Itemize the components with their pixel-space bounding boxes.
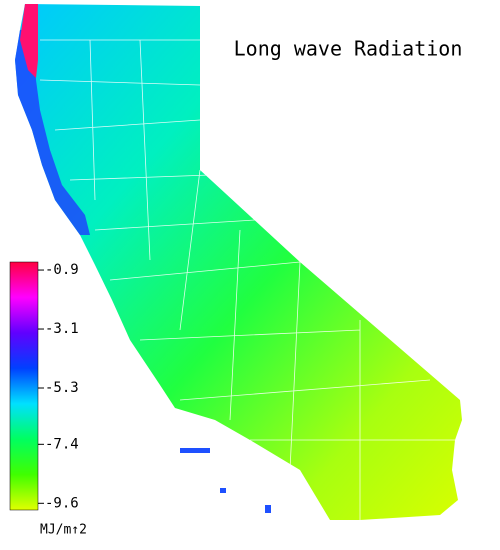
- colorbar-tick-label: -0.9: [45, 262, 79, 278]
- county-lines: [39, 39, 455, 520]
- colorbar: [9, 261, 39, 511]
- map-title: Long wave Radiation: [234, 37, 463, 61]
- colorbar-tick-label: -5.3: [45, 380, 79, 396]
- north-coast-band: [20, 4, 38, 78]
- colorbar-unit: MJ/m↑2: [40, 523, 87, 538]
- colorbar-tick-label: -9.6: [45, 495, 79, 511]
- islands: [180, 448, 271, 513]
- california-map: [15, 4, 462, 520]
- colorbar-tick-label: -7.4: [45, 436, 79, 452]
- colorbar-tick-label: -3.1: [45, 321, 79, 337]
- coast-band: [15, 30, 90, 235]
